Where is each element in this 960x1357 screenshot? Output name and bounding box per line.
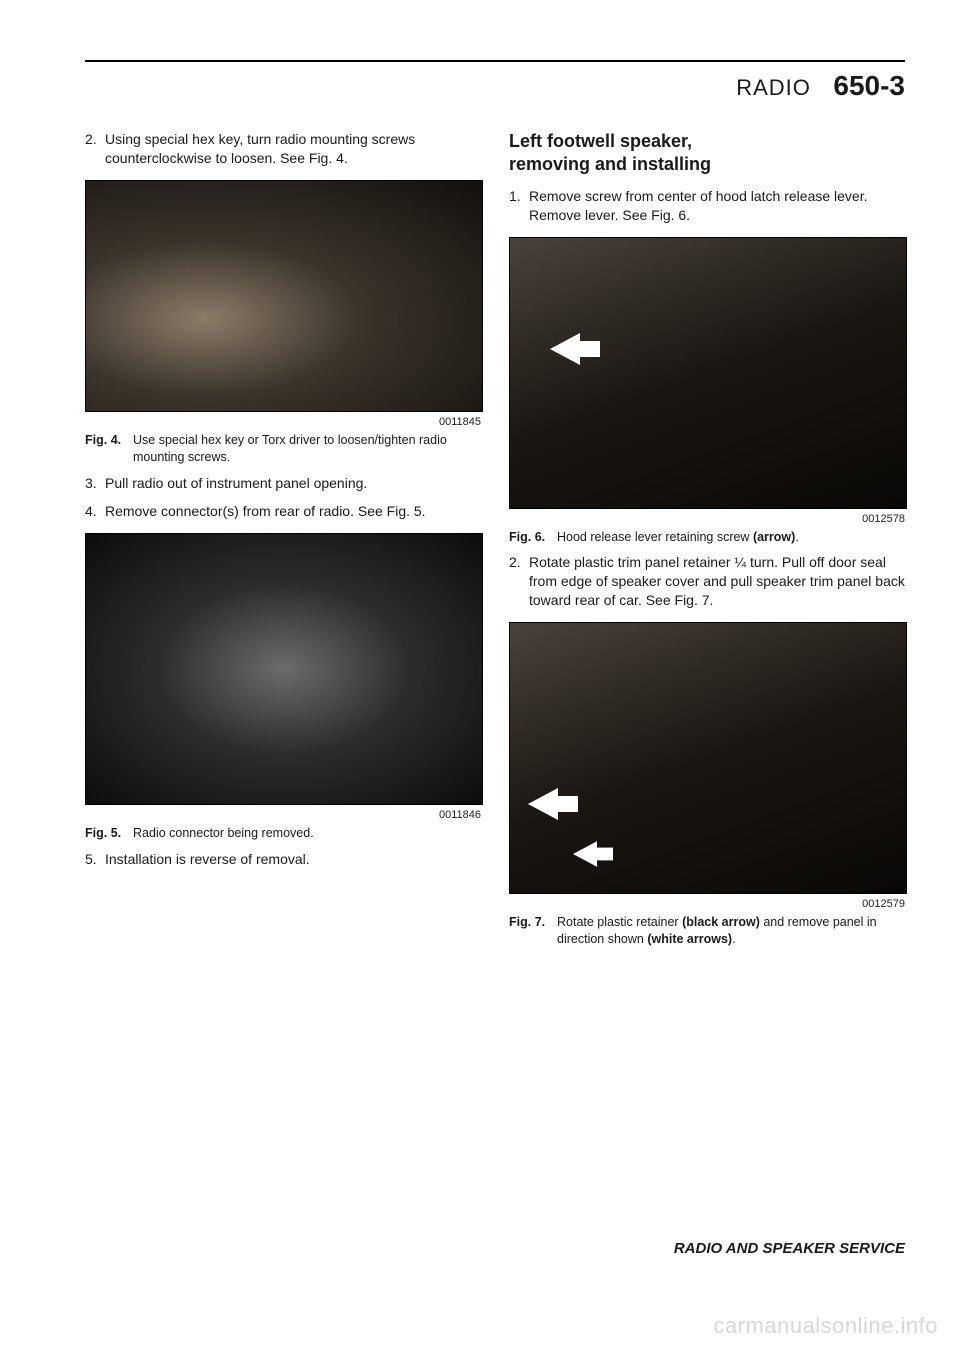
arrow-icon [573,841,597,867]
step-number: 4. [85,502,105,521]
step-text: Remove connector(s) from rear of radio. … [105,502,481,521]
figure-4-image [85,180,483,412]
step-5: 5. Installation is reverse of removal. [85,850,481,869]
figure-caption-text: Hood release lever retaining screw (arro… [557,529,905,546]
figure-4: 0011845 Fig. 4. Use special hex key or T… [85,180,481,466]
watermark: carmanualsonline.info [713,1313,938,1339]
caption-suffix: . [732,932,735,946]
right-column: Left footwell speaker, removing and inst… [509,130,905,956]
figure-4-id: 0011845 [85,416,481,428]
figure-7-caption: Fig. 7. Rotate plastic retainer (black a… [509,914,905,948]
manual-page: RADIO 650-3 2. Using special hex key, tu… [0,0,960,1357]
page-number: 650-3 [833,70,905,101]
figure-7: 0012579 Fig. 7. Rotate plastic retainer … [509,622,905,948]
step-2-right: 2. Rotate plastic trim panel retainer ¼ … [509,553,905,610]
section-heading: Left footwell speaker, removing and inst… [509,130,905,177]
section-name: RADIO [736,75,811,100]
step-number: 1. [509,187,529,225]
header-rule [85,60,905,62]
figure-5-id: 0011846 [85,809,481,821]
step-3: 3. Pull radio out of instrument panel op… [85,474,481,493]
figure-6-caption: Fig. 6. Hood release lever retaining scr… [509,529,905,546]
caption-prefix: Rotate plastic retainer [557,915,682,929]
arrow-icon [528,788,558,820]
figure-caption-text: Radio connector being removed. [133,825,481,842]
photo-placeholder [510,623,906,893]
caption-bold: (arrow) [753,530,795,544]
photo-placeholder [86,181,482,411]
arrow-icon [550,333,580,365]
step-number: 3. [85,474,105,493]
heading-line-1: Left footwell speaker, [509,131,692,151]
figure-7-image [509,622,907,894]
figure-4-caption: Fig. 4. Use special hex key or Torx driv… [85,432,481,466]
left-column: 2. Using special hex key, turn radio mou… [85,130,481,956]
caption-suffix: . [795,530,798,544]
step-text: Pull radio out of instrument panel openi… [105,474,481,493]
step-1: 1. Remove screw from center of hood latc… [509,187,905,225]
figure-label: Fig. 4. [85,432,133,466]
caption-bold-2: (white arrows) [647,932,732,946]
step-number: 2. [85,130,105,168]
figure-7-id: 0012579 [509,898,905,910]
step-number: 5. [85,850,105,869]
photo-placeholder [86,534,482,804]
figure-label: Fig. 6. [509,529,557,546]
figure-caption-text: Use special hex key or Torx driver to lo… [133,432,481,466]
heading-line-2: removing and installing [509,154,711,174]
step-4: 4. Remove connector(s) from rear of radi… [85,502,481,521]
figure-6-id: 0012578 [509,513,905,525]
figure-caption-text: Rotate plastic retainer (black arrow) an… [557,914,905,948]
content-columns: 2. Using special hex key, turn radio mou… [85,130,905,956]
figure-label: Fig. 5. [85,825,133,842]
step-text: Installation is reverse of removal. [105,850,481,869]
step-text: Remove screw from center of hood latch r… [529,187,905,225]
step-number: 2. [509,553,529,610]
step-2: 2. Using special hex key, turn radio mou… [85,130,481,168]
figure-6: 0012578 Fig. 6. Hood release lever retai… [509,237,905,546]
figure-5-caption: Fig. 5. Radio connector being removed. [85,825,481,842]
page-header: RADIO 650-3 [85,70,905,102]
figure-label: Fig. 7. [509,914,557,948]
photo-placeholder [510,238,906,508]
footer-text: RADIO AND SPEAKER SERVICE [674,1240,905,1257]
figure-5: 0011846 Fig. 5. Radio connector being re… [85,533,481,842]
figure-6-image [509,237,907,509]
caption-bold-1: (black arrow) [682,915,760,929]
figure-5-image [85,533,483,805]
caption-prefix: Hood release lever retaining screw [557,530,753,544]
step-text: Rotate plastic trim panel retainer ¼ tur… [529,553,905,610]
step-text: Using special hex key, turn radio mounti… [105,130,481,168]
